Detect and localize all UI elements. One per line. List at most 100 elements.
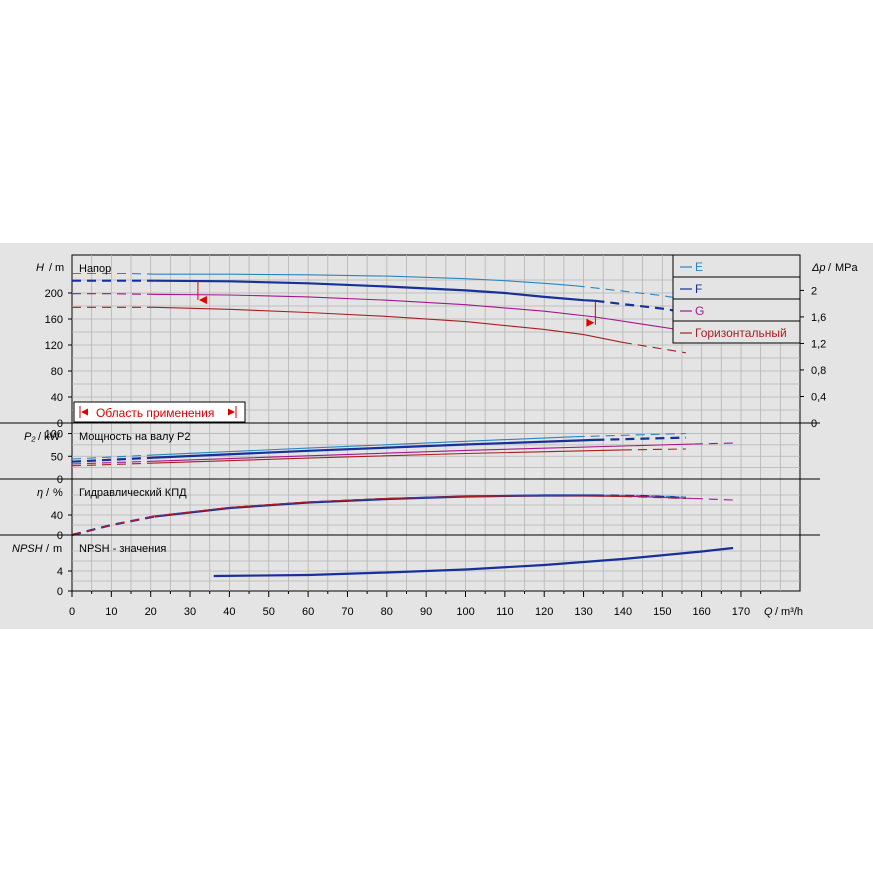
right-y-tick-label: 0,4 <box>811 391 826 403</box>
right-y-tick-label: 1,6 <box>811 312 826 324</box>
y-tick-label: 4 <box>57 566 63 578</box>
curve-head-f-solid <box>154 279 596 302</box>
svg-text:%: % <box>53 487 63 499</box>
x-tick-label: 50 <box>263 606 275 618</box>
x-tick-label: 70 <box>341 606 353 618</box>
x-axis-label: Q / m³/h <box>764 606 803 618</box>
right-y-tick-label: 0,8 <box>811 365 826 377</box>
head-y-label: H / m <box>36 262 64 274</box>
y-tick-label: 50 <box>51 451 63 463</box>
operating-range-box: Область применения <box>73 401 246 423</box>
pressure-y-label: Δp / MPa <box>811 262 859 274</box>
svg-text:/: / <box>38 431 42 443</box>
x-tick-label: 110 <box>496 606 514 618</box>
curve-head-e-solid <box>154 273 576 287</box>
x-tick-label: 0 <box>69 606 75 618</box>
svg-text:m³/h: m³/h <box>781 606 803 618</box>
curve-head-g-solid <box>150 293 694 333</box>
curve-power--dashed-start <box>71 462 155 467</box>
y-tick-label: 160 <box>45 314 63 326</box>
x-tick-label: 100 <box>456 606 474 618</box>
y-tick-label: 0 <box>57 586 63 598</box>
y-tick-label: 40 <box>51 392 63 404</box>
npsh-panel-title: NPSH - значения <box>79 543 166 555</box>
curve-power-e-dashed-end <box>575 432 686 438</box>
axes: 0408012016020000,40,81,21,62050100040040… <box>0 285 826 618</box>
efficiency-panel-title: Гидравлический КПД <box>79 487 187 499</box>
curve-power-f-dashed-start <box>71 456 155 463</box>
x-tick-label: 10 <box>105 606 117 618</box>
legend-label-e: E <box>695 260 703 274</box>
head-panel-title: Напор <box>79 263 111 275</box>
x-tick-label: 150 <box>653 606 671 618</box>
svg-text:/: / <box>46 543 50 555</box>
curve-head--solid <box>154 306 624 343</box>
x-tick-label: 40 <box>223 606 235 618</box>
curve-efficiency--solid <box>154 494 623 518</box>
y-tick-label: 0 <box>57 530 63 542</box>
operating-range-markers <box>197 281 596 327</box>
y-tick-label: 0 <box>57 418 63 430</box>
curve-power--solid <box>154 449 623 464</box>
curve-power-e-solid <box>154 436 576 456</box>
y-tick-label: 200 <box>45 288 63 300</box>
svg-text:Δp: Δp <box>811 262 826 274</box>
curve-power-f-solid <box>154 438 596 459</box>
x-tick-label: 160 <box>692 606 710 618</box>
x-tick-label: 80 <box>381 606 393 618</box>
svg-text:/: / <box>828 262 832 274</box>
curve-power-g-solid <box>150 443 694 462</box>
svg-text:Q: Q <box>764 606 773 618</box>
power-panel-title: Мощность на валу P2 <box>79 431 191 443</box>
curve-efficiency-g-dashed-end <box>693 497 734 501</box>
svg-text:MPa: MPa <box>835 262 859 274</box>
x-tick-label: 130 <box>574 606 592 618</box>
curve-power-g-dashed-end <box>693 442 734 445</box>
svg-text:H: H <box>36 262 44 274</box>
right-y-tick-label: 2 <box>811 285 817 297</box>
legend-label-horizontal: Горизонтальный <box>695 326 787 340</box>
curve-head-e-dashed-start <box>72 272 155 275</box>
svg-text:/: / <box>775 606 779 618</box>
x-tick-label: 60 <box>302 606 314 618</box>
legend: E F G Горизонтальный <box>672 254 801 344</box>
npsh-panel-frame <box>71 534 801 592</box>
range-start-arrow <box>198 296 207 305</box>
svg-text:/: / <box>46 487 50 499</box>
y-tick-label: 40 <box>51 510 63 522</box>
x-tick-label: 120 <box>535 606 553 618</box>
pump-curve-chart: 0 40 80 120 160 200 0 0,4 0,8 1,2 1,6 2 0 50 100 0 40 0 4 0… <box>0 243 873 629</box>
pump-curve-svg: 0408012016020000,40,81,21,62050100040040… <box>0 254 859 618</box>
y-tick-label: 80 <box>51 366 63 378</box>
curve-npsh-npsh-solid <box>213 546 734 578</box>
npsh-y-label: NPSH / m <box>12 543 62 555</box>
curve-head-g-dashed-start <box>72 293 151 295</box>
legend-label-f: F <box>695 282 702 296</box>
right-y-tick-label: 1,2 <box>811 338 826 350</box>
svg-text:m: m <box>53 543 62 555</box>
legend-label-g: G <box>695 304 704 318</box>
svg-text:NPSH: NPSH <box>12 543 43 555</box>
right-y-tick-label: 0 <box>811 418 817 430</box>
curve-power-f-dashed-end <box>595 436 686 441</box>
curve-efficiency--dashed-end <box>622 495 686 500</box>
y-tick-label: 120 <box>45 340 63 352</box>
curve-head-e-dashed-end <box>575 285 686 301</box>
operating-range-label: Область применения <box>96 406 214 420</box>
pump-curves <box>71 272 734 578</box>
efficiency-y-label: η / % <box>37 487 63 499</box>
svg-text:m: m <box>55 262 64 274</box>
x-tick-label: 170 <box>732 606 750 618</box>
curve-power-g-dashed-start <box>71 460 151 465</box>
y-tick-label: 100 <box>45 429 63 441</box>
x-tick-label: 20 <box>145 606 157 618</box>
x-tick-label: 30 <box>184 606 196 618</box>
x-tick-label: 90 <box>420 606 432 618</box>
power-y-label: P₂ / kW <box>24 431 61 443</box>
svg-text:P₂: P₂ <box>24 431 36 443</box>
svg-text:/: / <box>49 262 53 274</box>
y-tick-label: 0 <box>57 474 63 486</box>
curve-power--dashed-end <box>622 448 686 451</box>
range-end-arrow <box>586 318 595 327</box>
curve-power-e-dashed-start <box>71 454 155 460</box>
